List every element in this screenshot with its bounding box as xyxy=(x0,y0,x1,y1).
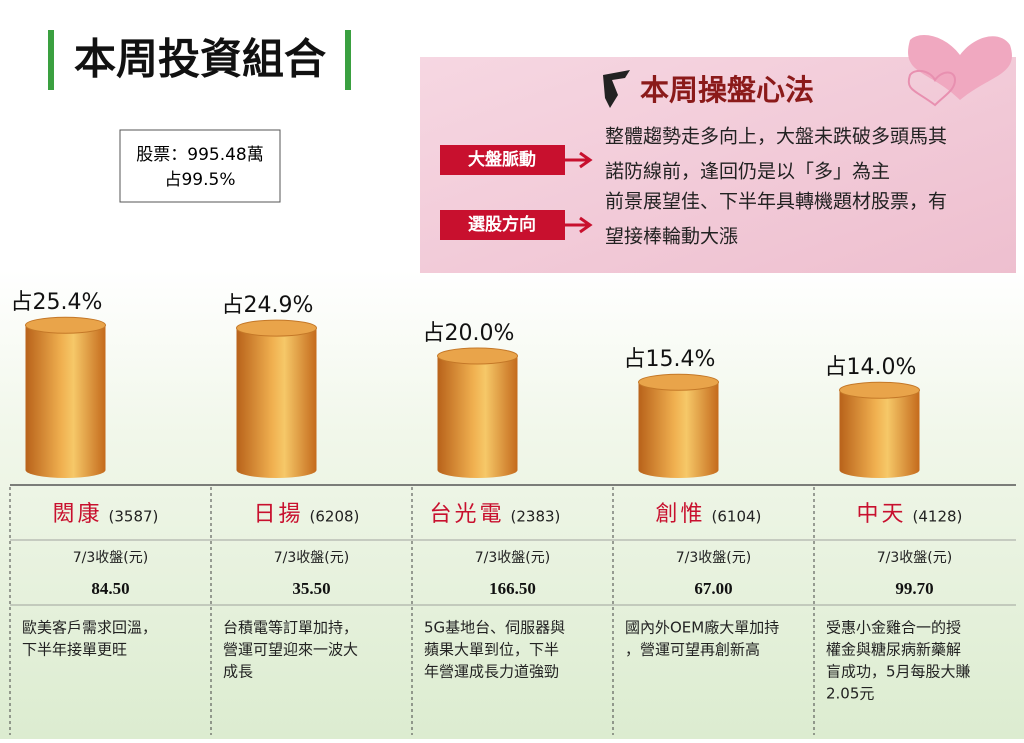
tag-label: 選股方向 xyxy=(468,214,536,235)
cylinder-top xyxy=(25,316,106,334)
cylinder xyxy=(236,328,317,478)
tag-label: 大盤脈動 xyxy=(468,149,536,170)
company-code: (2383) xyxy=(511,508,561,526)
title-bar xyxy=(48,30,54,90)
strategy-text: 望接棒輪動大漲 xyxy=(605,226,738,248)
heart-icon xyxy=(908,35,1012,100)
tag-arrow xyxy=(565,151,593,169)
price: 67.00 xyxy=(694,579,732,598)
title: 本周投資組合 xyxy=(74,35,326,84)
value-label: 占14.0% xyxy=(825,355,917,380)
company-name: 台光電 xyxy=(429,502,504,527)
description: 年營運成長力道強勁 xyxy=(424,663,559,681)
strategy-text: 整體趨勢走多向上，大盤未跌破多頭馬其 xyxy=(605,126,947,148)
cylinder-top xyxy=(236,319,317,337)
description: 蘋果大單到位，下半 xyxy=(424,641,559,659)
cylinder xyxy=(638,382,719,478)
description: 歐美客戶需求回溫， xyxy=(22,619,157,637)
company-code: (4128) xyxy=(913,508,963,526)
price-label: 7/3收盤(元) xyxy=(274,550,349,566)
description: 盲成功，5月每股大賺 xyxy=(826,663,971,681)
strategy-items: 大盤脈動 整體趨勢走多向上，大盤未跌破多頭馬其諾防線前，逢回仍是以「多」為主選股方… xyxy=(440,126,947,248)
price: 99.70 xyxy=(895,579,933,598)
cylinder-top xyxy=(437,347,518,365)
tag-arrow xyxy=(565,216,593,234)
value-label: 占25.4% xyxy=(11,290,103,315)
description: 5G基地台、伺服器與 xyxy=(424,619,565,637)
cylinder xyxy=(437,356,518,478)
summary-box xyxy=(119,129,281,203)
price-label: 7/3收盤(元) xyxy=(73,550,148,566)
company-code: (6104) xyxy=(712,508,762,526)
value-label: 占20.0% xyxy=(423,321,515,346)
description: 受惠小金雞合一的授 xyxy=(826,619,961,637)
title-bar xyxy=(345,30,351,90)
strategy-icon xyxy=(603,70,630,108)
price-label: 7/3收盤(元) xyxy=(475,550,550,566)
description: ，營運可望再創新高 xyxy=(625,641,760,659)
company-code: (6208) xyxy=(310,508,360,526)
price: 166.50 xyxy=(489,579,536,598)
summary-line: 占99.5% xyxy=(164,170,235,190)
cylinder-top xyxy=(839,381,920,399)
description: 營運可望迎來一波大 xyxy=(223,641,358,659)
heart-icon xyxy=(907,69,957,107)
strategy-text: 諾防線前，逢回仍是以「多」為主 xyxy=(605,161,890,183)
price: 35.50 xyxy=(292,579,330,598)
description: 國內外OEM廠大單加持 xyxy=(625,619,779,637)
tag-box xyxy=(440,210,565,240)
strategy-title: 本周操盤心法 xyxy=(640,73,814,107)
chart-background xyxy=(0,270,1024,739)
description: 2.05元 xyxy=(826,685,874,703)
cylinder-top xyxy=(638,373,719,391)
strategy-text: 前景展望佳、下半年具轉機題材股票，有 xyxy=(605,191,947,213)
summary-line: 股票：995.48萬 xyxy=(136,145,263,165)
description: 成長 xyxy=(223,663,253,681)
tag-box xyxy=(440,145,565,175)
price-label: 7/3收盤(元) xyxy=(877,550,952,566)
description: 下半年接單更旺 xyxy=(22,641,127,659)
cylinder xyxy=(839,390,920,478)
value-label: 占24.9% xyxy=(222,293,314,318)
description: 台積電等訂單加持， xyxy=(223,619,358,637)
cylinder xyxy=(25,325,106,478)
chart: 占25.4% 閎康 (3587) 7/3收盤(元) 84.50 歐美客戶需求回溫， 下半年接… xyxy=(9,290,1016,735)
price-label: 7/3收盤(元) xyxy=(676,550,751,566)
company-code: (3587) xyxy=(109,508,159,526)
company-name: 日揚 xyxy=(253,502,303,527)
company-name: 創惟 xyxy=(655,502,705,527)
description: 權金與糖尿病新藥解 xyxy=(826,641,961,659)
company-name: 中天 xyxy=(856,502,906,527)
value-label: 占15.4% xyxy=(624,347,716,372)
price: 84.50 xyxy=(91,579,129,598)
company-name: 閎康 xyxy=(52,502,102,527)
